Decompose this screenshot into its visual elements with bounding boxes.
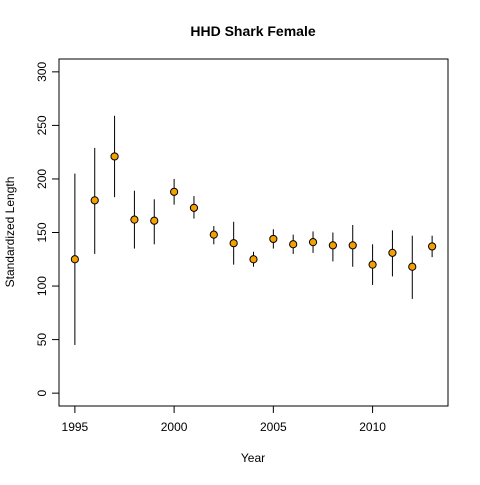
data-point <box>388 248 397 257</box>
y-tick-label: 100 <box>35 276 49 296</box>
data-point <box>229 239 238 248</box>
y-tick-label: 250 <box>35 115 49 135</box>
data-point <box>110 152 119 161</box>
data-point <box>408 262 417 271</box>
x-axis: 1995 2000 2005 2010 <box>62 405 386 434</box>
error-bars <box>74 115 433 345</box>
y-axis: 0 50 100 150 200 250 300 <box>35 62 60 396</box>
x-tick-label: 2010 <box>359 420 386 434</box>
y-tick-label: 200 <box>35 169 49 189</box>
data-point <box>428 242 437 251</box>
data-point <box>189 203 199 212</box>
data-points <box>70 152 437 271</box>
data-point <box>269 234 278 244</box>
data-point <box>90 196 99 205</box>
x-tick-label: 2005 <box>260 420 287 434</box>
y-tick-label: 50 <box>35 333 49 347</box>
data-point <box>308 238 318 247</box>
x-axis-label: Year <box>241 451 265 465</box>
x-tick-label: 1995 <box>62 420 89 434</box>
chart-title: HHD Shark Female <box>190 23 315 39</box>
y-tick-label: 300 <box>35 62 49 82</box>
data-point <box>368 260 377 269</box>
data-point <box>209 230 218 239</box>
data-point <box>249 255 258 264</box>
data-point <box>170 187 179 196</box>
data-point <box>70 255 79 264</box>
data-point <box>150 216 159 225</box>
data-point <box>289 240 298 249</box>
y-tick-label: 0 <box>35 389 49 396</box>
data-point <box>348 241 357 250</box>
x-tick-label: 2000 <box>161 420 188 434</box>
y-tick-label: 150 <box>35 222 49 242</box>
data-point <box>328 241 337 250</box>
plot-frame <box>58 58 449 407</box>
y-axis-label: Standardized Length <box>3 177 17 288</box>
data-point <box>130 215 139 224</box>
